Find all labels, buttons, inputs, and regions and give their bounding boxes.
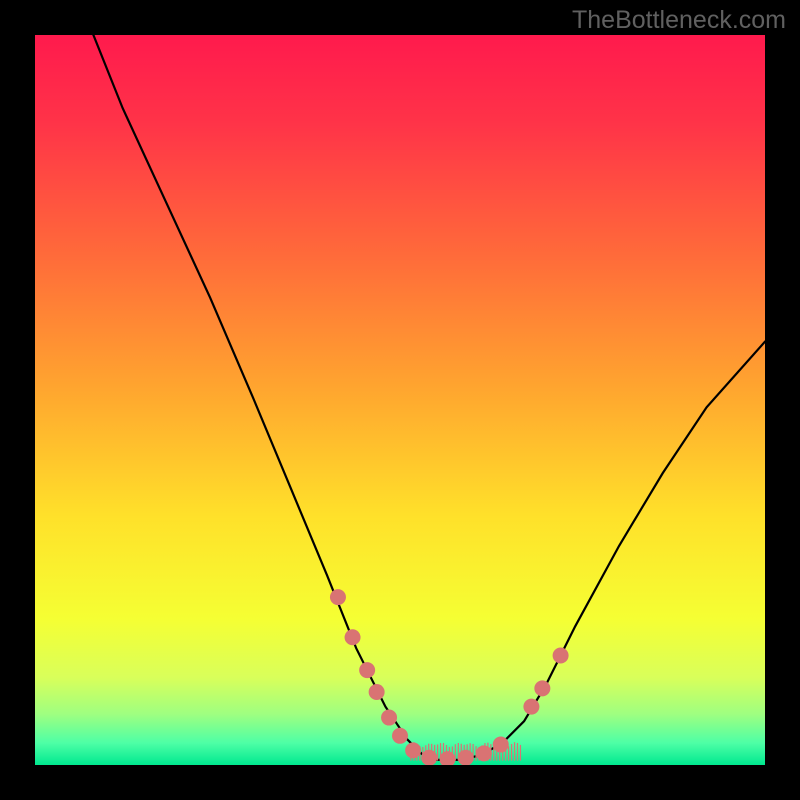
curve-marker <box>421 750 437 765</box>
curve-marker <box>405 742 421 758</box>
curve-marker <box>534 680 550 696</box>
watermark-label: TheBottleneck.com <box>572 6 786 35</box>
gradient-background <box>35 35 765 765</box>
plot-area <box>35 35 765 765</box>
curve-marker <box>458 750 474 765</box>
curve-marker <box>392 728 408 744</box>
curve-marker <box>476 745 492 761</box>
curve-marker <box>345 629 361 645</box>
curve-marker <box>359 662 375 678</box>
curve-marker <box>493 737 509 753</box>
curve-marker <box>330 589 346 605</box>
curve-marker <box>369 684 385 700</box>
curve-marker <box>553 648 569 664</box>
plot-svg <box>35 35 765 765</box>
curve-marker <box>523 699 539 715</box>
curve-marker <box>381 710 397 726</box>
